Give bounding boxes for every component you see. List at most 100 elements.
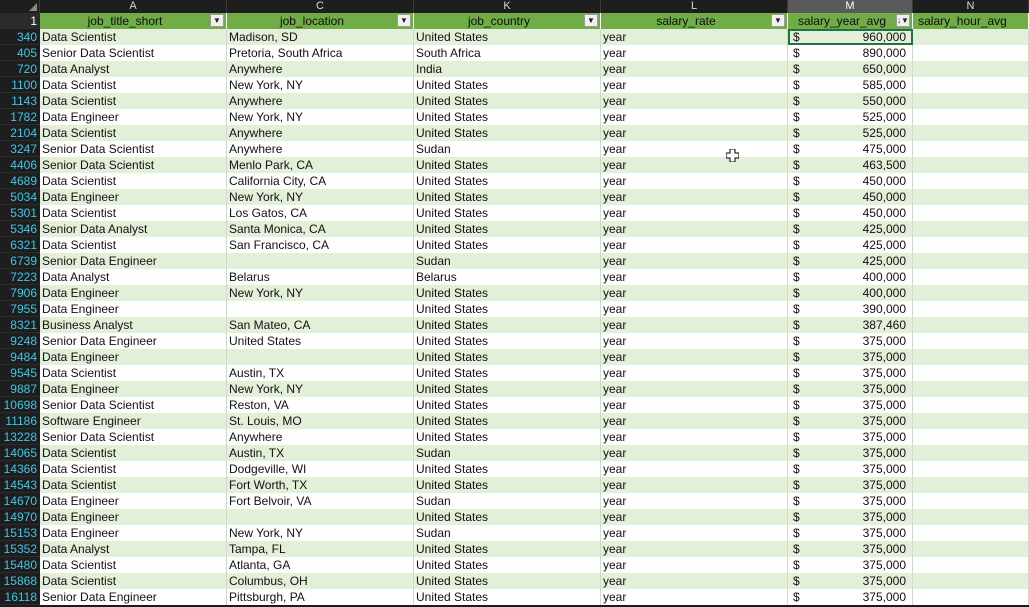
job-title-cell[interactable]: Data Scientist: [40, 29, 227, 45]
salary-hour-avg-cell[interactable]: [913, 285, 1029, 301]
job-location-cell[interactable]: St. Louis, MO: [227, 413, 414, 429]
job-title-cell[interactable]: Senior Data Scientist: [40, 141, 227, 157]
job-title-cell[interactable]: Data Engineer: [40, 301, 227, 317]
salary-year-avg-cell[interactable]: $375,000: [788, 429, 913, 445]
job-location-cell[interactable]: Los Gatos, CA: [227, 205, 414, 221]
job-title-cell[interactable]: Data Engineer: [40, 509, 227, 525]
job-location-cell[interactable]: New York, NY: [227, 109, 414, 125]
job-country-cell[interactable]: United States: [414, 125, 601, 141]
salary-rate-cell[interactable]: year: [601, 125, 788, 141]
row-number[interactable]: 6321: [0, 237, 40, 253]
salary-year-avg-cell[interactable]: $375,000: [788, 509, 913, 525]
job-title-cell[interactable]: Data Scientist: [40, 173, 227, 189]
job-title-cell[interactable]: Software Engineer: [40, 413, 227, 429]
row-number[interactable]: 1143: [0, 93, 40, 109]
job-country-cell[interactable]: United States: [414, 573, 601, 589]
salary-year-avg-cell[interactable]: $387,460: [788, 317, 913, 333]
job-title-cell[interactable]: Senior Data Scientist: [40, 429, 227, 445]
job-location-cell[interactable]: Anywhere: [227, 61, 414, 77]
job-location-cell[interactable]: Fort Belvoir, VA: [227, 493, 414, 509]
header-cell-job-country[interactable]: job_country ▼: [414, 13, 601, 29]
row-number[interactable]: 14670: [0, 493, 40, 509]
job-title-cell[interactable]: Data Engineer: [40, 349, 227, 365]
row-number[interactable]: 15868: [0, 573, 40, 589]
job-country-cell[interactable]: United States: [414, 157, 601, 173]
job-location-cell[interactable]: New York, NY: [227, 285, 414, 301]
filter-dropdown-icon[interactable]: ▼: [771, 14, 785, 27]
row-number[interactable]: 3247: [0, 141, 40, 157]
job-country-cell[interactable]: United States: [414, 221, 601, 237]
salary-year-avg-cell[interactable]: $375,000: [788, 365, 913, 381]
job-location-cell[interactable]: [227, 509, 414, 525]
salary-year-avg-cell[interactable]: $375,000: [788, 445, 913, 461]
salary-year-avg-cell[interactable]: $375,000: [788, 413, 913, 429]
header-cell-salary-hour-avg[interactable]: salary_hour_avg: [913, 13, 1029, 29]
header-cell-job-title-short[interactable]: job_title_short ▼: [40, 13, 227, 29]
job-location-cell[interactable]: [227, 253, 414, 269]
salary-year-avg-cell[interactable]: $375,000: [788, 589, 913, 605]
job-country-cell[interactable]: United States: [414, 29, 601, 45]
job-location-cell[interactable]: New York, NY: [227, 525, 414, 541]
salary-hour-avg-cell[interactable]: [913, 125, 1029, 141]
job-location-cell[interactable]: [227, 349, 414, 365]
salary-rate-cell[interactable]: year: [601, 189, 788, 205]
row-number[interactable]: 1100: [0, 77, 40, 93]
salary-year-avg-cell[interactable]: $400,000: [788, 285, 913, 301]
row-number[interactable]: 4406: [0, 157, 40, 173]
salary-rate-cell[interactable]: year: [601, 541, 788, 557]
job-title-cell[interactable]: Data Scientist: [40, 365, 227, 381]
salary-hour-avg-cell[interactable]: [913, 461, 1029, 477]
salary-year-avg-cell[interactable]: $650,000: [788, 61, 913, 77]
job-country-cell[interactable]: United States: [414, 397, 601, 413]
salary-hour-avg-cell[interactable]: [913, 493, 1029, 509]
salary-hour-avg-cell[interactable]: [913, 269, 1029, 285]
job-country-cell[interactable]: United States: [414, 541, 601, 557]
job-location-cell[interactable]: Reston, VA: [227, 397, 414, 413]
salary-hour-avg-cell[interactable]: [913, 29, 1029, 45]
salary-hour-avg-cell[interactable]: [913, 173, 1029, 189]
job-title-cell[interactable]: Data Scientist: [40, 237, 227, 253]
salary-rate-cell[interactable]: year: [601, 413, 788, 429]
job-title-cell[interactable]: Senior Data Scientist: [40, 45, 227, 61]
salary-hour-avg-cell[interactable]: [913, 333, 1029, 349]
header-cell-salary-year-avg[interactable]: salary_year_avg ↓▼: [788, 13, 913, 29]
column-header-m[interactable]: M: [788, 0, 913, 13]
column-header-l[interactable]: L: [601, 0, 788, 13]
job-country-cell[interactable]: United States: [414, 413, 601, 429]
job-location-cell[interactable]: Pretoria, South Africa: [227, 45, 414, 61]
salary-rate-cell[interactable]: year: [601, 333, 788, 349]
job-location-cell[interactable]: United States: [227, 333, 414, 349]
sort-filter-icon[interactable]: ↓▼: [896, 14, 910, 27]
job-country-cell[interactable]: United States: [414, 237, 601, 253]
job-location-cell[interactable]: Tampa, FL: [227, 541, 414, 557]
salary-hour-avg-cell[interactable]: [913, 141, 1029, 157]
salary-hour-avg-cell[interactable]: [913, 541, 1029, 557]
salary-year-avg-cell[interactable]: $525,000: [788, 125, 913, 141]
job-country-cell[interactable]: Sudan: [414, 141, 601, 157]
job-country-cell[interactable]: United States: [414, 509, 601, 525]
salary-hour-avg-cell[interactable]: [913, 301, 1029, 317]
job-title-cell[interactable]: Data Analyst: [40, 269, 227, 285]
salary-rate-cell[interactable]: year: [601, 429, 788, 445]
job-country-cell[interactable]: United States: [414, 285, 601, 301]
job-country-cell[interactable]: United States: [414, 109, 601, 125]
salary-hour-avg-cell[interactable]: [913, 445, 1029, 461]
salary-year-avg-cell[interactable]: $375,000: [788, 541, 913, 557]
job-title-cell[interactable]: Data Scientist: [40, 477, 227, 493]
salary-year-avg-cell[interactable]: $375,000: [788, 557, 913, 573]
salary-year-avg-cell[interactable]: $375,000: [788, 573, 913, 589]
salary-year-avg-cell[interactable]: $475,000: [788, 141, 913, 157]
salary-rate-cell[interactable]: year: [601, 269, 788, 285]
job-country-cell[interactable]: United States: [414, 461, 601, 477]
job-title-cell[interactable]: Data Scientist: [40, 557, 227, 573]
job-location-cell[interactable]: New York, NY: [227, 77, 414, 93]
job-title-cell[interactable]: Data Scientist: [40, 461, 227, 477]
job-location-cell[interactable]: Atlanta, GA: [227, 557, 414, 573]
salary-year-avg-cell[interactable]: $890,000: [788, 45, 913, 61]
row-number[interactable]: 7955: [0, 301, 40, 317]
salary-year-avg-cell[interactable]: $375,000: [788, 477, 913, 493]
job-title-cell[interactable]: Senior Data Scientist: [40, 397, 227, 413]
salary-hour-avg-cell[interactable]: [913, 189, 1029, 205]
salary-rate-cell[interactable]: year: [601, 381, 788, 397]
filter-dropdown-icon[interactable]: ▼: [584, 14, 598, 27]
